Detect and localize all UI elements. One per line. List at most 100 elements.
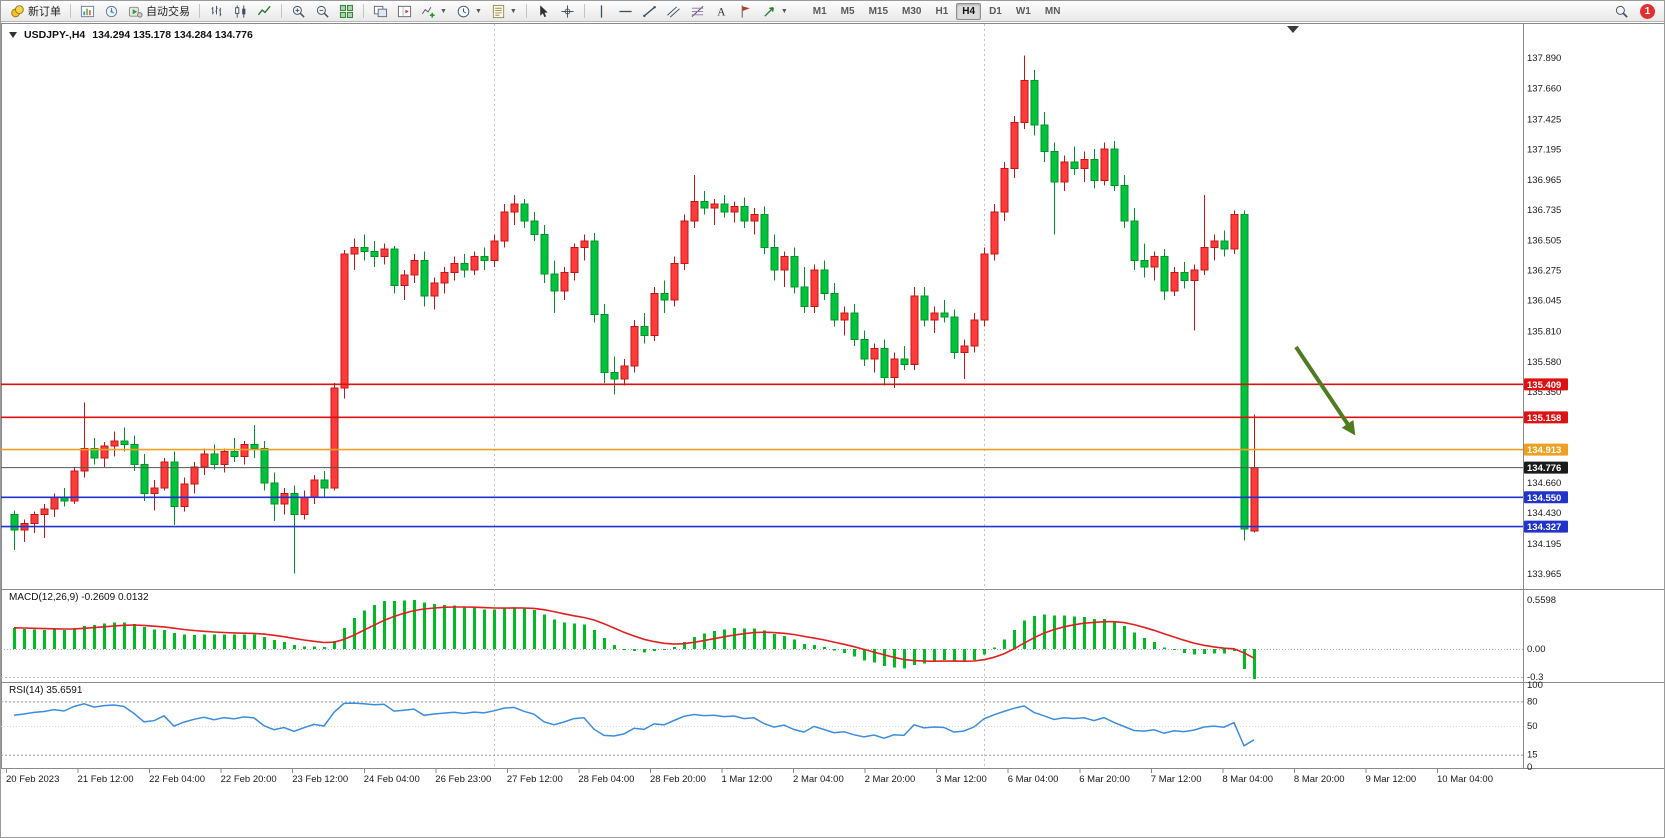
zoom-in-button[interactable] [287, 2, 310, 21]
timeframe-d1[interactable]: D1 [983, 3, 1008, 20]
horizontal-line-button[interactable] [614, 2, 637, 21]
indicators-button[interactable]: ▼ [417, 2, 451, 21]
timeframe-m30[interactable]: M30 [896, 3, 927, 20]
svg-text:0.5598: 0.5598 [1527, 595, 1556, 606]
timeframe-w1[interactable]: W1 [1010, 3, 1037, 20]
panel-borders [1, 23, 1664, 769]
horizontal-line-icon [619, 10, 632, 12]
arrows-button[interactable]: ▼ [758, 2, 792, 21]
svg-text:135.580: 135.580 [1527, 357, 1561, 368]
crosshair-button[interactable] [556, 2, 579, 21]
svg-text:6 Mar 20:00: 6 Mar 20:00 [1079, 774, 1130, 785]
svg-text:8 Mar 04:00: 8 Mar 04:00 [1222, 774, 1273, 785]
market-watch-button[interactable] [100, 2, 123, 21]
svg-text:8 Mar 20:00: 8 Mar 20:00 [1294, 774, 1345, 785]
channel-button[interactable] [662, 2, 685, 21]
candlestick-button[interactable] [229, 2, 252, 21]
candles [10, 55, 1259, 574]
trendline-button[interactable] [638, 2, 661, 21]
svg-text:0: 0 [1527, 762, 1532, 773]
rsi-label: RSI(14) 35.6591 [9, 685, 83, 696]
svg-text:137.660: 137.660 [1527, 83, 1561, 94]
fibonacci-button[interactable] [686, 2, 709, 21]
svg-text:136.735: 136.735 [1527, 205, 1561, 216]
dropdown-caret-icon: ▼ [780, 7, 788, 15]
price-scale[interactable]: 137.890 137.660 137.425 137.195 136.965 136.7… [1524, 53, 1568, 580]
tile-windows-button[interactable] [335, 2, 358, 21]
timeframe-h4[interactable]: H4 [956, 2, 982, 20]
svg-text:-0.3: -0.3 [1527, 672, 1543, 683]
bar-chart-button[interactable] [205, 2, 228, 21]
rsi-panel [1, 701, 1523, 756]
periods-button[interactable]: ▼ [452, 2, 486, 21]
period-separators [494, 24, 985, 767]
chart-shift-icon [397, 5, 412, 17]
timeframe-mn[interactable]: MN [1039, 3, 1067, 20]
svg-text:134.660: 134.660 [1527, 478, 1561, 489]
timeframe-group: M1 M5 M15 M30 H1 H4 D1 W1 MN [807, 2, 1067, 20]
label-button[interactable] [734, 2, 757, 21]
svg-text:134.430: 134.430 [1527, 508, 1561, 519]
macd-scale[interactable]: 0.5598 0.00 -0.3 [1527, 595, 1556, 683]
zoom-out-button[interactable] [311, 2, 334, 21]
bar-chart-icon [211, 5, 222, 16]
svg-text:1 Mar 12:00: 1 Mar 12:00 [722, 774, 773, 785]
search-icon [1615, 5, 1628, 18]
svg-text:135.409: 135.409 [1527, 380, 1561, 391]
svg-text:134.550: 134.550 [1527, 493, 1561, 504]
search-button[interactable] [1610, 2, 1633, 21]
svg-text:15: 15 [1527, 750, 1538, 761]
svg-text:0.00: 0.00 [1527, 644, 1546, 655]
chart-shift-button[interactable] [393, 2, 416, 21]
new-order-icon [11, 4, 24, 17]
new-order-label: 新订单 [28, 6, 61, 18]
zoom-in-icon [292, 5, 305, 18]
timeframe-m15[interactable]: M15 [863, 3, 894, 20]
trendline-icon [642, 5, 656, 17]
macd-signal-line [13, 606, 1255, 663]
cursor-button[interactable] [532, 2, 555, 21]
timeframe-m1[interactable]: M1 [807, 3, 833, 20]
line-chart-button[interactable] [253, 2, 276, 21]
dropdown-caret-icon: ▼ [474, 7, 482, 15]
timeframe-m5[interactable]: M5 [835, 3, 861, 20]
svg-text:7 Mar 12:00: 7 Mar 12:00 [1151, 774, 1202, 785]
price-chart-canvas[interactable]: 137.890 137.660 137.425 137.195 136.965 136.7… [1, 22, 1665, 838]
svg-text:27 Feb 12:00: 27 Feb 12:00 [507, 774, 563, 785]
svg-text:2 Mar 20:00: 2 Mar 20:00 [865, 774, 916, 785]
toolbar-separator [199, 4, 200, 18]
time-scale[interactable]: 20 Feb 2023 21 Feb 12:00 22 Feb 04:00 22 Fe… [6, 769, 1493, 785]
auto-trading-button[interactable]: 自动交易 [124, 2, 194, 21]
text-button[interactable]: A [710, 2, 733, 21]
candlestick-icon [235, 4, 246, 18]
charts-icon [80, 5, 95, 17]
vertical-line-button[interactable] [590, 2, 613, 21]
svg-text:21 Feb 12:00: 21 Feb 12:00 [78, 774, 134, 785]
timeframe-h1[interactable]: H1 [929, 3, 954, 20]
templates-button[interactable]: ▼ [487, 2, 521, 21]
arrow-tool-icon [764, 6, 774, 17]
toolbar-separator [281, 4, 282, 18]
chart-shift-marker[interactable] [1287, 26, 1299, 33]
rsi-scale[interactable]: 100 80 50 150 [1527, 680, 1543, 773]
svg-text:22 Feb 04:00: 22 Feb 04:00 [149, 774, 205, 785]
toolbar-separator [525, 4, 527, 18]
ohlc-toggle-icon[interactable] [9, 32, 17, 38]
ohlc-values: 134.294 135.178 134.284 134.776 [92, 29, 253, 41]
charts-button[interactable] [76, 2, 99, 21]
chart-title: USDJPY-,H4 134.294 135.178 134.284 134.7… [9, 29, 253, 41]
svg-text:135.350: 135.350 [1527, 387, 1561, 398]
cascade-windows-button[interactable] [369, 2, 392, 21]
notification-badge[interactable]: 1 [1640, 3, 1655, 19]
svg-text:80: 80 [1527, 696, 1538, 707]
periods-icon [457, 5, 470, 17]
symbol-period-label: USDJPY-,H4 [24, 29, 86, 41]
price-level-lines[interactable] [1, 383, 1523, 528]
chart-area[interactable]: 137.890 137.660 137.425 137.195 136.965 136.7… [1, 22, 1665, 838]
svg-text:6 Mar 04:00: 6 Mar 04:00 [1008, 774, 1059, 785]
arrow-annotation[interactable] [1294, 345, 1356, 436]
svg-text:22 Feb 20:00: 22 Feb 20:00 [221, 774, 277, 785]
svg-text:137.195: 137.195 [1527, 145, 1561, 156]
new-order-button[interactable]: 新订单 [6, 2, 65, 21]
svg-text:3 Mar 12:00: 3 Mar 12:00 [936, 774, 987, 785]
